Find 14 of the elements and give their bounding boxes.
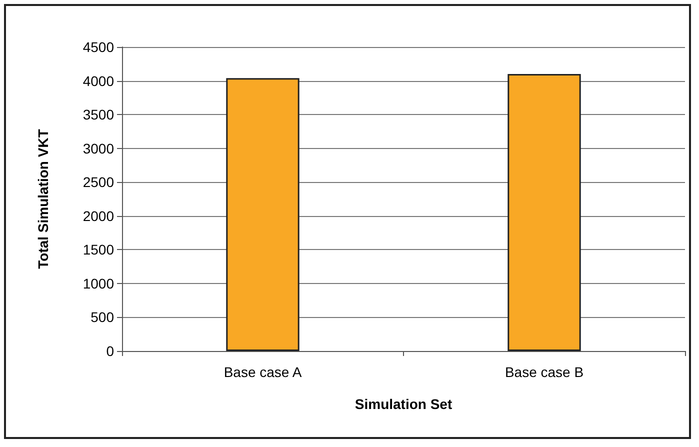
y-tick-label: 500 [90,309,114,326]
x-axis-title: Simulation Set [354,396,452,412]
y-tick-label: 2000 [82,208,114,224]
y-tick-label: 4000 [82,72,114,89]
y-tick-label: 1500 [82,242,114,258]
y-tick-label: 3500 [82,106,114,123]
y-tick-label: 3000 [82,140,114,156]
y-tick-label: 0 [106,343,114,359]
x-tick-label: Base case B [504,364,584,380]
y-tick-label: 4500 [82,39,114,55]
y-tick-label: 2500 [82,174,114,190]
x-tick-label: Base case A [224,364,302,380]
y-tick-label: 1000 [82,275,114,292]
y-axis-title: Total Simulation VKT [35,128,51,269]
